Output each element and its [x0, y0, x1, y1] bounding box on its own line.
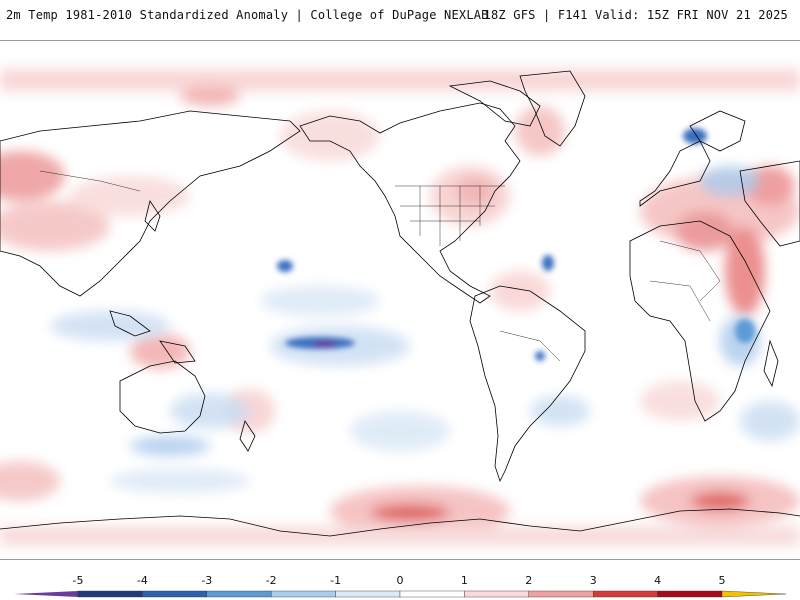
header: 2m Temp 1981-2010 Standardized Anomaly |…	[0, 0, 800, 40]
colorbar	[0, 560, 800, 600]
colorbar-segment	[335, 590, 401, 598]
colorbar-tick-label: 5	[718, 574, 726, 587]
colorbar-segment	[464, 590, 529, 598]
colorbar-tick-label: 2	[525, 574, 533, 587]
colorbar-segment	[142, 590, 207, 598]
product-title: 2m Temp 1981-2010 Standardized Anomaly |…	[6, 8, 489, 22]
colorbar-segment	[593, 590, 658, 598]
colorbar-tick-label: -2	[265, 574, 277, 587]
map-svg	[0, 69, 800, 546]
colorbar-tick-label: 0	[396, 574, 404, 587]
coastlines	[0, 70, 800, 537]
colorbar-segment	[528, 590, 594, 598]
colorbar-segment	[657, 590, 723, 598]
colorbar-segment	[77, 590, 143, 598]
colorbar-min-extension	[14, 591, 78, 597]
colorbar-tick-label: 3	[589, 574, 597, 587]
colorbar-segment	[206, 590, 272, 598]
model-run-info: 18Z GFS | F141 Valid: 15Z FRI NOV 21 202…	[483, 8, 788, 22]
political-borders	[39, 170, 721, 362]
colorbar-segment	[271, 590, 336, 598]
colorbar-tick-label: 4	[654, 574, 662, 587]
colorbar-svg	[14, 590, 787, 598]
colorbar-tick-label: 1	[460, 574, 468, 587]
colorbar-max-extension	[721, 590, 787, 598]
colorbar-tick-label: -1	[330, 574, 342, 587]
colorbar-tick-label: -4	[136, 574, 148, 587]
anomaly-shading	[0, 69, 800, 546]
anomaly-map[interactable]	[0, 40, 800, 560]
colorbar-tick-label: -3	[201, 574, 213, 587]
colorbar-segment	[399, 590, 465, 598]
colorbar-tick-label: -5	[72, 574, 84, 587]
